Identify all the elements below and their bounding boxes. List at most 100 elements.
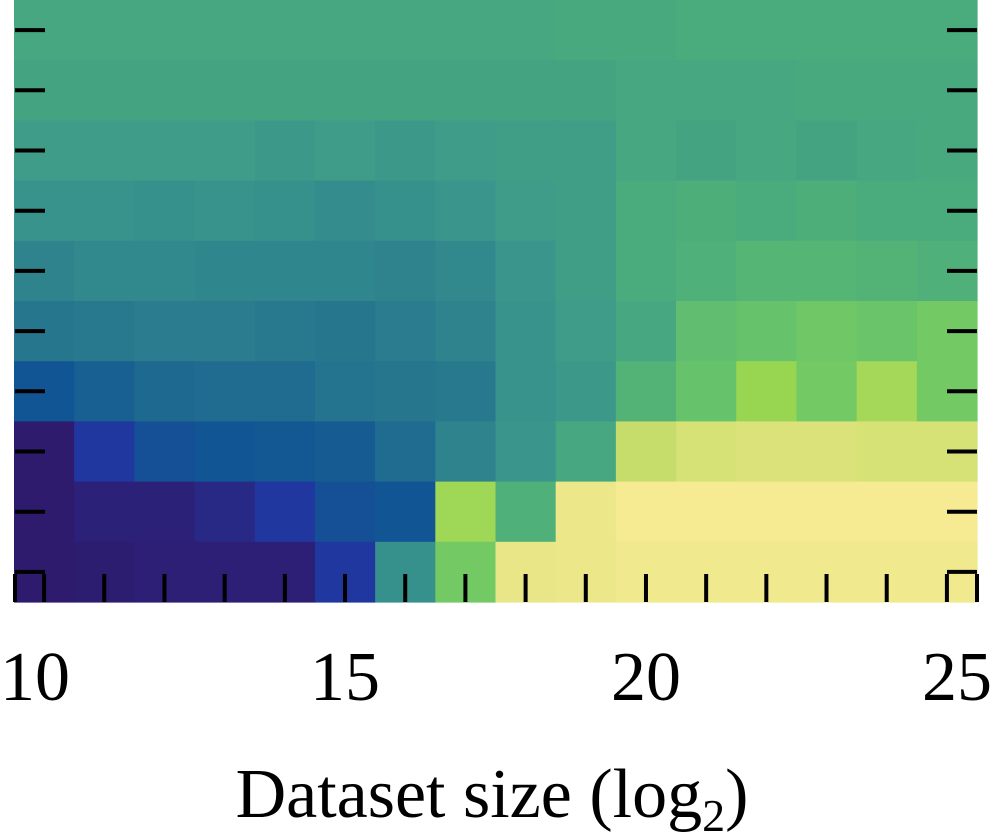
heatmap-cell — [134, 0, 196, 61]
heatmap-cell — [254, 361, 316, 422]
heatmap-cell — [676, 60, 737, 121]
heatmap-cell — [856, 60, 918, 121]
heatmap-cell — [796, 481, 858, 543]
x-tick-label: 15 — [310, 639, 380, 716]
heatmap-cell — [615, 60, 677, 121]
heatmap-cell — [676, 120, 737, 182]
heatmap-cell — [615, 0, 677, 61]
heatmap-cell — [194, 481, 256, 543]
heatmap-cell — [194, 301, 256, 362]
heatmap-cell — [314, 120, 376, 182]
heatmap-cell — [314, 361, 376, 422]
heatmap-cell — [254, 60, 316, 121]
x-tick-labels: 10 15 20 25 — [0, 639, 992, 716]
heatmap-cell — [74, 60, 135, 121]
heatmap-cell — [194, 240, 256, 302]
heatmap-cell — [555, 180, 617, 242]
heatmap-cell — [796, 0, 858, 61]
heatmap-cell — [615, 421, 677, 483]
heatmap-cell — [796, 120, 858, 182]
heatmap-cell — [796, 301, 858, 362]
heatmap-cell — [796, 240, 858, 302]
heatmap-cell — [435, 481, 497, 543]
heatmap-cell — [375, 421, 436, 483]
heatmap-cell — [254, 120, 316, 182]
heatmap-cell — [495, 240, 557, 302]
heatmap-cell — [314, 0, 376, 61]
heatmap-cell — [375, 361, 436, 422]
heatmap-cell — [736, 301, 798, 362]
heatmap-cell — [555, 421, 617, 483]
heatmap-cell — [74, 481, 135, 543]
heatmap-cell — [736, 120, 798, 182]
heatmap-cell — [375, 120, 436, 182]
heatmap-cell — [254, 421, 316, 483]
heatmap-cell — [314, 421, 376, 483]
heatmap-cell — [615, 361, 677, 422]
heatmap-cell — [856, 120, 918, 182]
heatmap-cell — [74, 120, 135, 182]
heatmap-cell — [254, 240, 316, 302]
heatmap-cell — [194, 0, 256, 61]
heatmap-cell — [435, 361, 497, 422]
heatmap-cell — [495, 361, 557, 422]
heatmap-cell — [676, 361, 737, 422]
heatmap-cell — [435, 180, 497, 242]
heatmap-cell — [254, 481, 316, 543]
heatmap-cell — [676, 301, 737, 362]
heatmap-cell — [676, 0, 737, 61]
heatmap-cell — [134, 120, 196, 182]
heatmap-cell — [736, 60, 798, 121]
heatmap-cell — [435, 421, 497, 483]
heatmap-cell — [615, 301, 677, 362]
heatmap-cell — [435, 240, 497, 302]
heatmap-cell — [555, 240, 617, 302]
heatmap-cell — [194, 361, 256, 422]
heatmap-cell — [495, 481, 557, 543]
heatmap-cell — [375, 240, 436, 302]
heatmap-cell — [736, 180, 798, 242]
heatmap-cell — [796, 361, 858, 422]
heatmap-cell — [74, 0, 135, 61]
heatmap-cell — [676, 240, 737, 302]
heatmap-cell — [495, 301, 557, 362]
heatmap-cell — [495, 0, 557, 61]
heatmap-cell — [555, 60, 617, 121]
x-axis-title-suffix: ) — [725, 756, 748, 833]
heatmap-cell — [495, 421, 557, 483]
heatmap-cell — [194, 120, 256, 182]
heatmap-cell — [254, 0, 316, 61]
heatmap-cell — [555, 120, 617, 182]
heatmap-cell — [74, 180, 135, 242]
heatmap-cell — [134, 240, 196, 302]
heatmap-cell — [375, 180, 436, 242]
heatmap-cell — [555, 361, 617, 422]
heatmap-cell — [375, 0, 436, 61]
heatmap-cells — [14, 0, 978, 603]
heatmap-cell — [495, 60, 557, 121]
heatmap-cell — [254, 180, 316, 242]
heatmap-cell — [74, 421, 135, 483]
heatmap-cell — [74, 240, 135, 302]
heatmap-cell — [856, 301, 918, 362]
heatmap-cell — [796, 180, 858, 242]
heatmap-cell — [796, 60, 858, 121]
x-tick-label: 20 — [611, 639, 681, 716]
x-axis-title: Dataset size (log2) — [236, 756, 749, 838]
x-tick-label: 10 — [0, 639, 70, 716]
heatmap-cell — [194, 421, 256, 483]
axis-ticks — [13, 28, 979, 602]
heatmap-cell — [134, 421, 196, 483]
heatmap-cell — [134, 60, 196, 121]
heatmap-cell — [856, 481, 918, 543]
heatmap-cell — [134, 301, 196, 362]
heatmap-cell — [555, 481, 617, 543]
heatmap-cell — [435, 60, 497, 121]
heatmap-cell — [314, 180, 376, 242]
heatmap-cell — [495, 180, 557, 242]
heatmap-cell — [435, 120, 497, 182]
heatmap-cell — [254, 301, 316, 362]
heatmap-cell — [796, 421, 858, 483]
heatmap-cell — [615, 180, 677, 242]
